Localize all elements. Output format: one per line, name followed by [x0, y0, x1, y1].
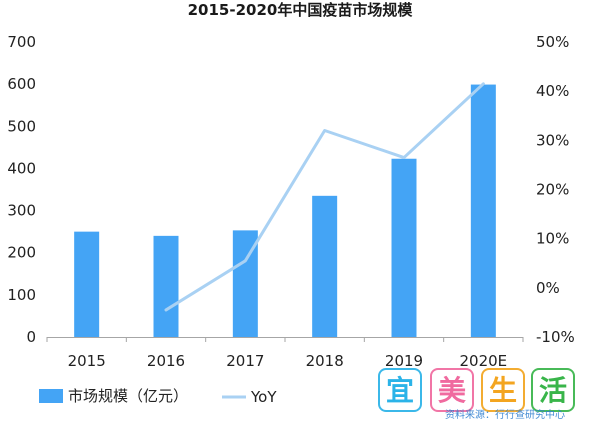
bar	[470, 84, 496, 337]
right-tick-label: 50%	[536, 33, 569, 51]
x-axis-labels: 2015 2016 2017 2018 2019 2020E	[68, 352, 508, 370]
bar	[74, 231, 100, 337]
x-axis	[46, 337, 524, 342]
yoy-line	[164, 82, 485, 312]
left-tick-label: 200	[7, 244, 36, 262]
right-tick-label: 0%	[536, 279, 560, 297]
left-axis-ticks: 0 100 200 300 400 500 600 700	[7, 33, 36, 346]
watermark-tile	[378, 368, 422, 412]
x-tick-label: 2017	[226, 352, 264, 370]
x-tick-label: 2020E	[460, 352, 508, 370]
left-tick-label: 300	[7, 202, 36, 220]
bar-series	[74, 84, 496, 337]
x-tick-label: 2018	[306, 352, 344, 370]
watermark-char: 生	[489, 374, 517, 407]
watermark-tile	[531, 368, 575, 412]
right-tick-label: -10%	[536, 328, 575, 346]
x-tick-label: 2019	[385, 352, 423, 370]
watermark-char: 活	[539, 374, 567, 407]
left-tick-label: 100	[7, 286, 36, 304]
left-tick-label: 600	[7, 75, 36, 93]
legend-swatch-bar	[39, 389, 63, 403]
chart-title: 2015-2020年中国疫苗市场规模	[188, 1, 414, 19]
left-tick-label: 400	[7, 159, 36, 177]
left-tick-label: 500	[7, 117, 36, 135]
bar	[153, 235, 179, 337]
watermark-tile	[430, 368, 474, 412]
legend: 市场规模（亿元） YoY	[39, 387, 277, 406]
bar	[312, 195, 338, 337]
watermark-tile	[481, 368, 525, 412]
legend-label-line: YoY	[250, 388, 277, 406]
bar	[391, 158, 417, 337]
left-tick-label: 0	[26, 328, 36, 346]
legend-label-bar: 市场规模（亿元）	[68, 387, 188, 405]
right-tick-label: 30%	[536, 131, 569, 149]
left-tick-label: 700	[7, 33, 36, 51]
x-tick-label: 2015	[68, 352, 106, 370]
yoy-series	[164, 82, 485, 312]
x-tick-label: 2016	[147, 352, 185, 370]
right-tick-label: 20%	[536, 181, 569, 199]
watermark-char: 美	[438, 374, 466, 407]
right-axis-ticks: -10% 0% 10% 20% 30% 40% 50%	[536, 33, 575, 346]
watermark-caption: 资料来源：行行查研究中心	[445, 408, 565, 421]
right-tick-label: 10%	[536, 230, 569, 248]
right-tick-label: 40%	[536, 82, 569, 100]
watermark-char: 宜	[386, 374, 414, 407]
watermark-logo: 宜美生活	[378, 368, 575, 412]
